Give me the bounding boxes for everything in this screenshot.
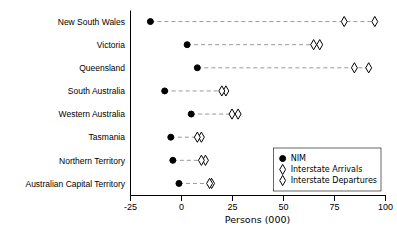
x-tick: 100 xyxy=(378,195,393,212)
x-tick-mark xyxy=(181,195,182,201)
plot: -25 0 25 50 75 100 New South Wales Victoria Quee… xyxy=(25,11,393,213)
legend-label: NIM xyxy=(291,154,306,163)
x-axis: -25 0 25 50 75 100 xyxy=(124,195,393,212)
legend: NIM Interstate Arrivals Interstate Departu… xyxy=(274,148,381,191)
x-tick-mark xyxy=(283,195,284,201)
point xyxy=(168,134,174,140)
point xyxy=(341,16,347,26)
y-tick-label: Northern Territory xyxy=(59,156,126,166)
point xyxy=(351,63,357,73)
legend-frame xyxy=(274,148,381,191)
x-tick: 75 xyxy=(329,195,339,212)
x-tick: 0 xyxy=(179,195,184,212)
point xyxy=(162,88,168,94)
y-tick: Queensland xyxy=(79,63,130,73)
legend-item: Interstate Departures xyxy=(280,175,377,185)
range-line xyxy=(187,44,320,45)
y-tick: Northern Territory xyxy=(59,156,130,166)
point xyxy=(229,109,235,119)
y-tick: New South Wales xyxy=(58,17,130,27)
y-tick-label: Tasmania xyxy=(89,132,126,142)
y-tick-label: Australian Capital Territory xyxy=(25,179,125,189)
legend-symbol xyxy=(280,156,286,162)
legend-item: Interstate Arrivals xyxy=(280,164,363,174)
x-tick-label: -25 xyxy=(124,202,137,212)
x-tick: 50 xyxy=(278,195,288,212)
x-tick-label: 75 xyxy=(329,202,339,212)
point xyxy=(366,63,372,73)
y-tick: Western Australia xyxy=(59,109,130,119)
range-line xyxy=(165,90,226,91)
y-axis-line xyxy=(130,11,131,196)
legend-label: Interstate Arrivals xyxy=(291,165,363,174)
point xyxy=(194,132,200,142)
y-tick-label: South Australia xyxy=(68,86,125,96)
point xyxy=(194,65,200,71)
y-tick-label: Western Australia xyxy=(59,109,126,119)
x-axis-line xyxy=(131,196,386,202)
x-tick-label: 50 xyxy=(278,202,288,212)
x-tick: -25 xyxy=(124,195,137,212)
point xyxy=(198,155,204,165)
y-tick-label: Victoria xyxy=(97,40,125,50)
y-tick-label: Queensland xyxy=(79,63,125,73)
point xyxy=(311,40,317,50)
x-tick-mark xyxy=(232,195,233,201)
x-axis-title: Persons (000) xyxy=(225,214,290,225)
y-axis: New South Wales Victoria Queensland South A… xyxy=(25,11,130,196)
point xyxy=(170,157,176,163)
point xyxy=(235,109,241,119)
point xyxy=(372,16,378,26)
y-tick: South Australia xyxy=(68,86,130,96)
y-tick: Tasmania xyxy=(89,132,130,142)
point xyxy=(207,178,213,188)
y-tick-label: New South Wales xyxy=(58,17,125,27)
chart: -25 0 25 50 75 100 New South Wales Victoria Quee… xyxy=(0,0,397,227)
point xyxy=(219,86,225,96)
point xyxy=(147,19,153,25)
y-tick: Australian Capital Territory xyxy=(25,179,130,189)
legend-symbol xyxy=(280,164,286,174)
range-line xyxy=(197,67,368,68)
legend-item: NIM xyxy=(280,154,306,163)
x-tick: 25 xyxy=(227,195,237,212)
x-tick-label: 0 xyxy=(179,202,184,212)
x-tick-mark xyxy=(334,195,335,201)
point xyxy=(317,40,323,50)
x-tick-label: 100 xyxy=(378,202,393,212)
y-tick: Victoria xyxy=(97,40,130,50)
legend-symbol xyxy=(280,175,286,185)
point xyxy=(184,42,190,48)
point xyxy=(176,180,182,186)
legend-label: Interstate Departures xyxy=(291,176,377,185)
x-tick-mark xyxy=(130,195,131,201)
x-tick-label: 25 xyxy=(227,202,237,212)
x-tick-mark xyxy=(385,195,386,201)
point xyxy=(188,111,194,117)
